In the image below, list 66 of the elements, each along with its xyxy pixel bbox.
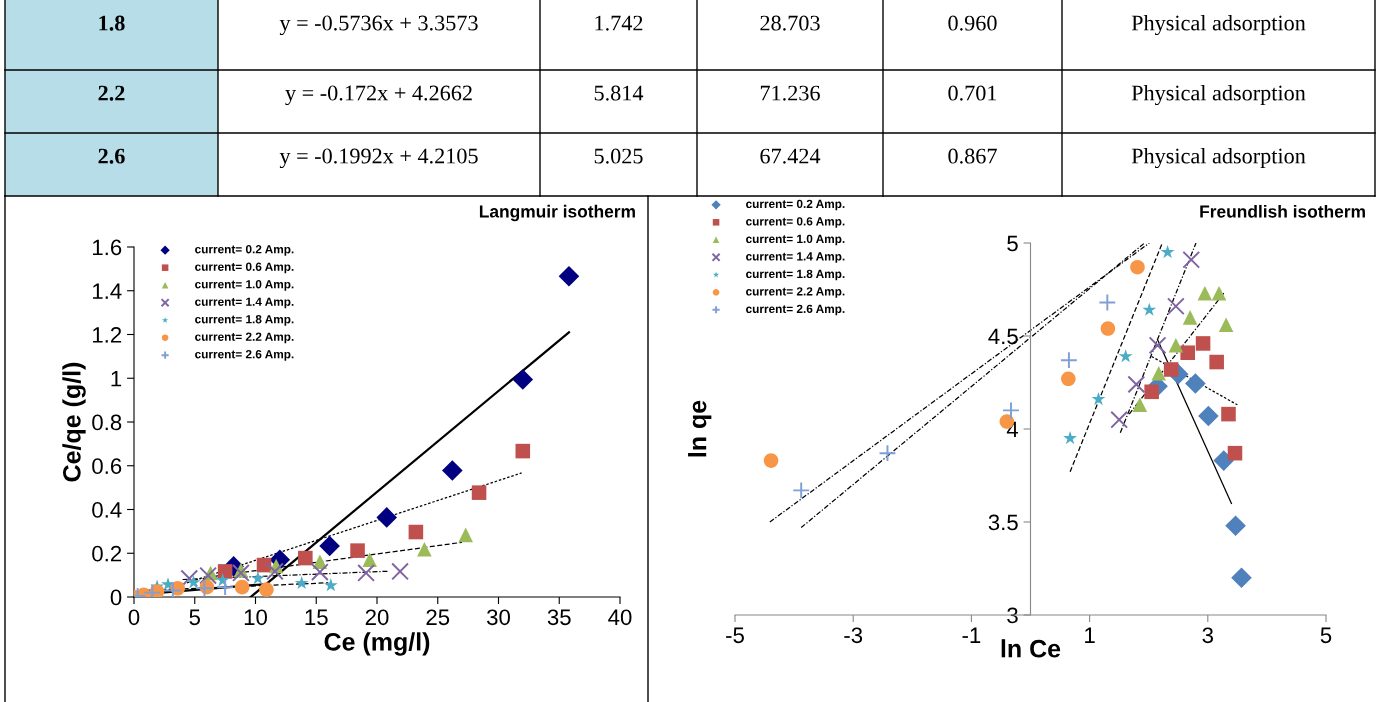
y-tick-label: 0 xyxy=(110,589,122,606)
legend-label: current= 2.6 Amp. xyxy=(746,304,845,316)
text: 2.2 xyxy=(98,85,125,101)
text: Physical adsorption xyxy=(1131,147,1306,169)
legend-label: current= 0.2 Amp. xyxy=(195,245,294,256)
x-tick-label: 30 xyxy=(486,609,510,626)
text: Physical adsorption xyxy=(1131,84,1306,106)
y-tick-label: 5 xyxy=(1007,235,1018,252)
text: 67.424 xyxy=(760,148,821,164)
x-tick-label: 35 xyxy=(547,609,571,626)
legend-label: current= 1.4 Amp. xyxy=(195,297,294,309)
text: 0.701 xyxy=(948,85,997,101)
legend-label: current= 0.2 Amp. xyxy=(746,199,845,211)
text: 0.960 xyxy=(948,15,997,31)
text: 5.025 xyxy=(594,148,643,164)
chart-title: Freundlish isotherm xyxy=(1200,204,1365,218)
x-tick-label: 25 xyxy=(426,609,450,626)
text: 5.814 xyxy=(594,85,644,101)
y-tick-label: 0.8 xyxy=(92,414,122,431)
text: 1.8 xyxy=(99,15,125,31)
x-tick-label: -5 xyxy=(726,627,744,644)
legend-label: current= 1.4 Amp. xyxy=(746,252,845,263)
y-tick-label: 1.6 xyxy=(93,239,122,256)
x-tick-label: 5 xyxy=(189,609,200,626)
legend-label: current= 0.6 Amp. xyxy=(746,217,845,228)
legend-label: current= 2.2 Amp. xyxy=(195,332,294,344)
text: 71.236 xyxy=(760,85,820,101)
text: Physical adsorption xyxy=(1131,14,1306,36)
x-tick-label: 1 xyxy=(1085,627,1095,643)
x-tick-label: -1 xyxy=(962,627,981,643)
legend-label: current= 0.6 Amp. xyxy=(195,262,294,274)
x-tick-label: 3 xyxy=(1202,627,1213,644)
y-axis-title: ln qe xyxy=(688,400,712,457)
y-tick-label: 4 xyxy=(1006,421,1019,438)
y-tick-label: 0.2 xyxy=(92,545,122,562)
chart-title: Langmuir isotherm xyxy=(479,204,635,222)
y-tick-label: 4.5 xyxy=(988,328,1018,345)
text: 0.867 xyxy=(948,148,997,164)
y-tick-label: 0.4 xyxy=(92,502,122,518)
legend-label: current= 2.2 Amp. xyxy=(746,287,845,298)
x-axis-title: ln Ce xyxy=(1001,639,1061,658)
text: 28.703 xyxy=(760,15,820,31)
legend-label: current= 1.0 Amp. xyxy=(746,234,845,246)
y-tick-label: 1.2 xyxy=(93,327,122,343)
x-tick-label: 40 xyxy=(608,609,632,626)
x-tick-label: 10 xyxy=(244,609,267,626)
legend-label: current= 2.6 Amp. xyxy=(195,350,294,361)
y-tick-label: 1.4 xyxy=(93,283,122,299)
x-tick-label: 5 xyxy=(1320,627,1332,644)
text: 2.6 xyxy=(98,148,125,164)
y-tick-label: 0.6 xyxy=(92,458,122,475)
legend-label: current= 1.8 Amp. xyxy=(746,269,845,281)
x-tick-label: -3 xyxy=(844,627,863,644)
y-tick-label: 3.5 xyxy=(988,514,1018,531)
x-tick-label: 15 xyxy=(305,609,328,626)
x-tick-label: 20 xyxy=(365,609,389,626)
text: y = -0.172x + 4.2662 xyxy=(285,85,472,106)
x-axis-title: Ce (mg/l) xyxy=(324,632,430,656)
legend-label: current= 1.0 Amp. xyxy=(195,280,294,291)
y-axis-title: Ce/qe (g/l) xyxy=(62,362,86,482)
text: 1.742 xyxy=(595,15,643,31)
legend-label: current= 1.8 Amp. xyxy=(195,315,294,326)
y-tick-label: 1 xyxy=(111,371,122,387)
x-tick-label: 0 xyxy=(128,609,140,626)
text: y = -0.1992x + 4.2105 xyxy=(279,148,478,169)
text: y = -0.5736x + 3.3573 xyxy=(279,15,478,36)
